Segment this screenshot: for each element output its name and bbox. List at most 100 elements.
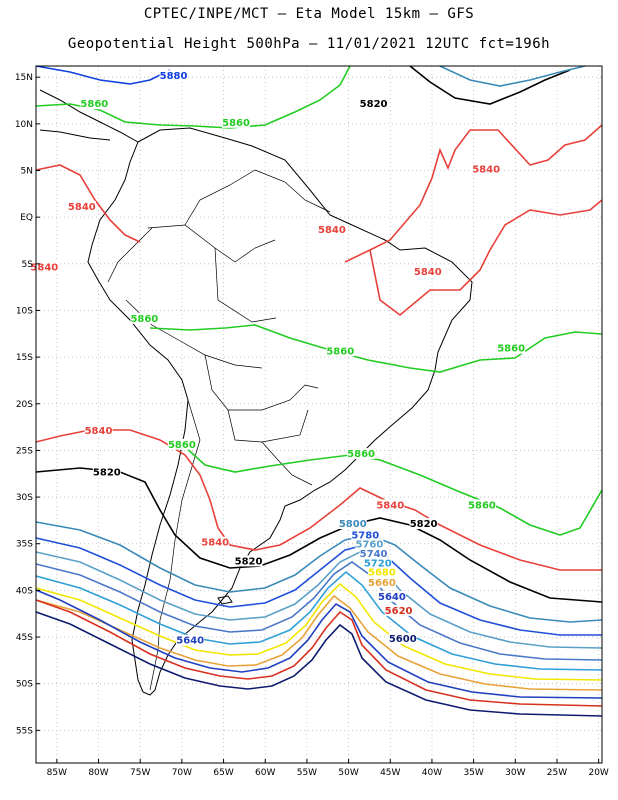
lat-tick-label: EQ	[20, 213, 33, 223]
contour-label: 5820	[410, 519, 438, 530]
contour-label-bg	[413, 266, 442, 278]
lon-tick-label: 65W	[213, 768, 233, 778]
contour-5840-north	[35, 164, 141, 243]
contour-label: 5840	[68, 202, 96, 213]
contour-label-bg	[377, 590, 406, 602]
contour-label-bg	[359, 547, 388, 559]
contour-label: 5860	[347, 449, 375, 460]
contour-label-bg	[355, 538, 384, 550]
contour-label: 5860	[130, 314, 158, 325]
contour-label: 5840	[201, 538, 229, 549]
contour-blue-north	[439, 65, 586, 87]
contour-label-bg	[472, 163, 501, 175]
contour-label: 5880	[160, 71, 188, 82]
contour-label-bg	[130, 312, 159, 324]
lat-tick-label: 5N	[21, 167, 33, 177]
lon-tick-label: 20W	[588, 768, 608, 778]
contour-5860-central	[149, 324, 603, 373]
contour-label-bg	[92, 466, 121, 478]
lon-tick-label: 60W	[255, 768, 275, 778]
plot-frame	[35, 65, 603, 764]
contour-label-bg	[326, 345, 355, 357]
contour-5760	[35, 551, 603, 649]
contour-label-bg	[409, 518, 438, 530]
lon-tick-label: 45W	[380, 768, 400, 778]
contour-lines	[35, 65, 603, 717]
lon-tick-label: 50W	[338, 768, 358, 778]
contour-label: 5800	[339, 519, 367, 530]
falkland-islands	[217, 595, 233, 605]
contour-label-bg	[234, 555, 263, 567]
lat-tick-label: 15N	[15, 73, 33, 83]
contour-label: 5660	[368, 578, 396, 589]
contour-label-bg	[388, 632, 417, 644]
lon-tick-label: 25W	[547, 768, 567, 778]
contour-label: 5840	[376, 500, 404, 511]
contour-5660	[35, 594, 603, 691]
contour-5680	[35, 582, 603, 681]
contour-5820-south	[35, 467, 603, 603]
lat-tick-label: 20S	[16, 400, 33, 410]
lon-tick-label: 55W	[297, 768, 317, 778]
contour-5600	[35, 611, 603, 717]
lon-tick-label: 80W	[88, 768, 108, 778]
contour-label-bg	[347, 448, 376, 460]
lon-tick-label: 70W	[172, 768, 192, 778]
contour-label-bg	[67, 200, 96, 212]
contour-label-bg	[363, 557, 392, 569]
contour-label: 5860	[222, 118, 250, 129]
chart-title-line1: CPTEC/INPE/MCT – Eta Model 15km – GFS	[143, 6, 475, 22]
contour-label-bg	[80, 98, 109, 110]
coastlines	[39, 89, 473, 696]
contour-5800	[35, 521, 603, 623]
contour-label: 5860	[497, 344, 525, 355]
central-america-coast	[39, 89, 139, 143]
lat-tick-label: 35S	[16, 540, 33, 550]
axis-ticks: 15N 10N 5N EQ 5S 10S 15S 20S 25S 30S 35S 40S 45S 50S 5…	[15, 73, 609, 778]
contour-label: 5840	[414, 267, 442, 278]
contour-label-bg	[367, 576, 396, 588]
lat-tick-label: 50S	[16, 680, 33, 690]
contour-label-bg	[367, 566, 396, 578]
lon-tick-label: 75W	[130, 768, 150, 778]
lon-tick-label: 35W	[463, 768, 483, 778]
contour-label: 5640	[378, 592, 406, 603]
lon-tick-label: 40W	[422, 768, 442, 778]
contour-5840-south-left	[35, 429, 602, 571]
south-america-coast	[87, 127, 473, 696]
contour-label-bg	[376, 499, 405, 511]
contour-label: 5860	[168, 440, 196, 451]
lat-tick-label: 40S	[16, 586, 33, 596]
contour-label-bg	[167, 438, 196, 450]
contour-label-bg	[222, 116, 251, 128]
contour-label-bg	[497, 342, 526, 354]
contour-label: 5840	[472, 165, 500, 176]
contour-label: 5840	[85, 426, 113, 437]
contour-label: 5840	[30, 262, 58, 273]
contour-labels: 5880 5860 5860 5820 5840 5840 5840 5840 5840 5860…	[30, 70, 526, 647]
contour-label: 5820	[235, 556, 263, 567]
lat-tick-label: 45S	[16, 633, 33, 643]
contour-5640	[35, 589, 603, 699]
contour-label: 5820	[93, 468, 121, 479]
contour-label: 5840	[318, 225, 346, 236]
contour-5720	[35, 570, 603, 671]
contour-5880	[35, 65, 171, 85]
lon-tick-label: 85W	[47, 768, 67, 778]
contour-5780	[35, 537, 602, 636]
contour-5820-north	[409, 65, 571, 105]
contour-5740	[35, 561, 603, 661]
contour-label-bg	[359, 98, 388, 110]
contour-label-bg	[467, 499, 496, 511]
contour-5840-ne	[344, 124, 603, 263]
lat-tick-label: 5S	[22, 260, 34, 270]
contour-label-bg	[351, 529, 380, 541]
contour-label: 5780	[351, 530, 379, 541]
contour-5620	[35, 599, 603, 707]
contour-label-bg	[317, 224, 346, 236]
lat-tick-label: 30S	[16, 493, 33, 503]
contour-label: 5740	[360, 549, 388, 560]
contour-label: 5680	[368, 568, 396, 579]
contour-label-bg	[159, 70, 188, 82]
